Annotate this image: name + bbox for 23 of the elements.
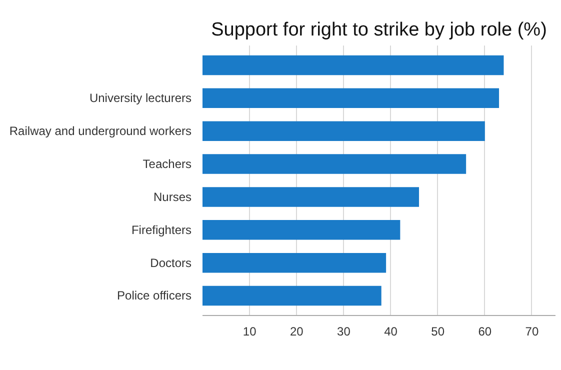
- x-tick-label: 70: [525, 324, 539, 338]
- y-tick-label: Firefighters: [131, 222, 192, 237]
- x-tick-label: 20: [290, 324, 304, 338]
- x-tick-label: 40: [384, 324, 398, 338]
- bar: [202, 55, 504, 76]
- bar: [202, 187, 420, 207]
- y-tick-label: Police officers: [117, 288, 192, 303]
- y-tick-label: Railway and underground workers: [9, 124, 192, 138]
- bar: [202, 286, 382, 306]
- y-tick-label: Teachers: [142, 157, 192, 172]
- bar: [202, 220, 400, 240]
- y-tick-label: Nurses: [153, 190, 192, 204]
- bar: [202, 88, 500, 108]
- y-tick-label: University lecturers: [89, 91, 192, 106]
- y-tick-label: Doctors: [150, 256, 192, 270]
- bar: [202, 154, 466, 174]
- x-tick-label: 50: [431, 324, 445, 338]
- chart-title: Support for right to strike by job role (%): [211, 20, 547, 40]
- x-tick-label: 60: [478, 324, 492, 338]
- bar: [202, 252, 386, 273]
- bar: [202, 121, 485, 141]
- x-tick-label: 30: [337, 324, 351, 338]
- x-tick-label: 10: [242, 324, 257, 338]
